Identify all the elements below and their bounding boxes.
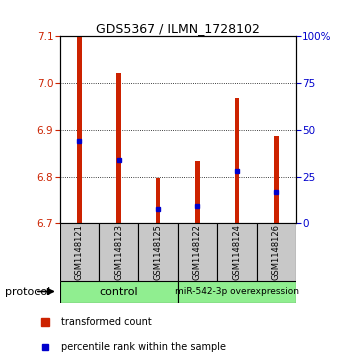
Bar: [217, 223, 257, 281]
Bar: [138, 223, 178, 281]
Bar: [99, 223, 138, 281]
Bar: [195, 160, 200, 223]
Text: GSM1148121: GSM1148121: [75, 224, 84, 280]
Bar: [60, 223, 99, 281]
Text: transformed count: transformed count: [61, 318, 151, 327]
Text: GSM1148126: GSM1148126: [272, 224, 281, 280]
Bar: [116, 73, 121, 223]
Text: control: control: [99, 287, 138, 297]
Text: miR-542-3p overexpression: miR-542-3p overexpression: [175, 287, 299, 296]
Title: GDS5367 / ILMN_1728102: GDS5367 / ILMN_1728102: [96, 22, 260, 35]
Bar: [274, 136, 279, 223]
Bar: [178, 223, 217, 281]
Bar: [156, 178, 160, 223]
Bar: [178, 281, 296, 303]
Bar: [235, 98, 239, 223]
Text: GSM1148123: GSM1148123: [114, 224, 123, 280]
Bar: [257, 223, 296, 281]
Bar: [60, 281, 178, 303]
Bar: [77, 37, 82, 223]
Text: protocol: protocol: [5, 287, 51, 297]
Text: GSM1148124: GSM1148124: [232, 224, 242, 280]
Text: percentile rank within the sample: percentile rank within the sample: [61, 342, 226, 352]
Text: GSM1148125: GSM1148125: [153, 224, 162, 280]
Text: GSM1148122: GSM1148122: [193, 224, 202, 280]
